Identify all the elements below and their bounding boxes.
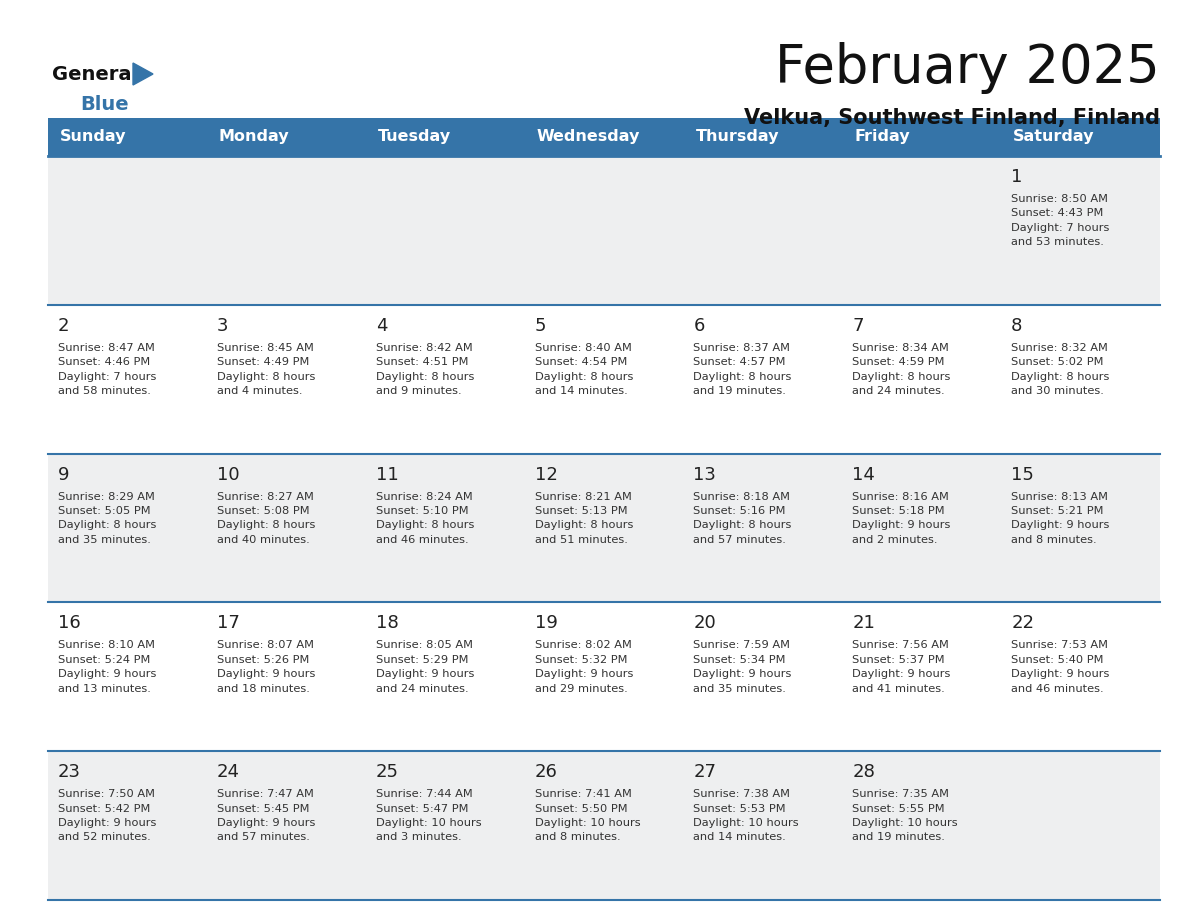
Text: 13: 13 [694, 465, 716, 484]
Text: 15: 15 [1011, 465, 1034, 484]
Bar [48, 118, 1159, 156]
Text: Sunrise: 8:37 AM
Sunset: 4:57 PM
Daylight: 8 hours
and 19 minutes.: Sunrise: 8:37 AM Sunset: 4:57 PM Dayligh… [694, 342, 792, 396]
Bar [48, 602, 1159, 751]
Text: Sunrise: 7:35 AM
Sunset: 5:55 PM
Daylight: 10 hours
and 19 minutes.: Sunrise: 7:35 AM Sunset: 5:55 PM Dayligh… [852, 789, 958, 843]
Text: Saturday: Saturday [1013, 129, 1094, 144]
Text: Sunrise: 8:18 AM
Sunset: 5:16 PM
Daylight: 8 hours
and 57 minutes.: Sunrise: 8:18 AM Sunset: 5:16 PM Dayligh… [694, 492, 792, 544]
Text: Friday: Friday [854, 129, 910, 144]
Text: Sunrise: 8:07 AM
Sunset: 5:26 PM
Daylight: 9 hours
and 18 minutes.: Sunrise: 8:07 AM Sunset: 5:26 PM Dayligh… [217, 641, 315, 694]
Text: Sunrise: 7:47 AM
Sunset: 5:45 PM
Daylight: 9 hours
and 57 minutes.: Sunrise: 7:47 AM Sunset: 5:45 PM Dayligh… [217, 789, 315, 843]
Text: Wednesday: Wednesday [537, 129, 640, 144]
Text: 19: 19 [535, 614, 557, 633]
Text: General: General [52, 65, 138, 84]
Text: Sunrise: 8:42 AM
Sunset: 4:51 PM
Daylight: 8 hours
and 9 minutes.: Sunrise: 8:42 AM Sunset: 4:51 PM Dayligh… [375, 342, 474, 396]
Text: 9: 9 [58, 465, 70, 484]
Text: 14: 14 [852, 465, 876, 484]
Text: 7: 7 [852, 317, 864, 335]
Text: Sunrise: 7:59 AM
Sunset: 5:34 PM
Daylight: 9 hours
and 35 minutes.: Sunrise: 7:59 AM Sunset: 5:34 PM Dayligh… [694, 641, 792, 694]
Text: 28: 28 [852, 763, 876, 781]
Text: Sunrise: 8:21 AM
Sunset: 5:13 PM
Daylight: 8 hours
and 51 minutes.: Sunrise: 8:21 AM Sunset: 5:13 PM Dayligh… [535, 492, 633, 544]
Text: Monday: Monday [219, 129, 290, 144]
Text: Sunrise: 8:27 AM
Sunset: 5:08 PM
Daylight: 8 hours
and 40 minutes.: Sunrise: 8:27 AM Sunset: 5:08 PM Dayligh… [217, 492, 315, 544]
Text: 22: 22 [1011, 614, 1034, 633]
Text: Sunrise: 7:41 AM
Sunset: 5:50 PM
Daylight: 10 hours
and 8 minutes.: Sunrise: 7:41 AM Sunset: 5:50 PM Dayligh… [535, 789, 640, 843]
Text: Sunrise: 8:32 AM
Sunset: 5:02 PM
Daylight: 8 hours
and 30 minutes.: Sunrise: 8:32 AM Sunset: 5:02 PM Dayligh… [1011, 342, 1110, 396]
Text: February 2025: February 2025 [776, 42, 1159, 94]
Text: 27: 27 [694, 763, 716, 781]
Text: 11: 11 [375, 465, 398, 484]
Text: 10: 10 [217, 465, 240, 484]
Text: 23: 23 [58, 763, 81, 781]
Text: 18: 18 [375, 614, 398, 633]
Text: Thursday: Thursday [695, 129, 779, 144]
Text: 25: 25 [375, 763, 399, 781]
Bar [48, 305, 1159, 453]
Text: Sunrise: 8:29 AM
Sunset: 5:05 PM
Daylight: 8 hours
and 35 minutes.: Sunrise: 8:29 AM Sunset: 5:05 PM Dayligh… [58, 492, 157, 544]
Text: 4: 4 [375, 317, 387, 335]
Text: 12: 12 [535, 465, 557, 484]
Text: Sunrise: 8:02 AM
Sunset: 5:32 PM
Daylight: 9 hours
and 29 minutes.: Sunrise: 8:02 AM Sunset: 5:32 PM Dayligh… [535, 641, 633, 694]
Text: Sunrise: 8:50 AM
Sunset: 4:43 PM
Daylight: 7 hours
and 53 minutes.: Sunrise: 8:50 AM Sunset: 4:43 PM Dayligh… [1011, 194, 1110, 247]
Text: 20: 20 [694, 614, 716, 633]
Text: Sunrise: 8:10 AM
Sunset: 5:24 PM
Daylight: 9 hours
and 13 minutes.: Sunrise: 8:10 AM Sunset: 5:24 PM Dayligh… [58, 641, 157, 694]
Text: Sunrise: 8:47 AM
Sunset: 4:46 PM
Daylight: 7 hours
and 58 minutes.: Sunrise: 8:47 AM Sunset: 4:46 PM Dayligh… [58, 342, 157, 396]
Text: Sunrise: 8:13 AM
Sunset: 5:21 PM
Daylight: 9 hours
and 8 minutes.: Sunrise: 8:13 AM Sunset: 5:21 PM Dayligh… [1011, 492, 1110, 544]
Text: Sunrise: 8:16 AM
Sunset: 5:18 PM
Daylight: 9 hours
and 2 minutes.: Sunrise: 8:16 AM Sunset: 5:18 PM Dayligh… [852, 492, 950, 544]
Text: 26: 26 [535, 763, 557, 781]
Text: 5: 5 [535, 317, 546, 335]
Polygon shape [133, 63, 153, 85]
Text: 6: 6 [694, 317, 704, 335]
Text: 21: 21 [852, 614, 876, 633]
Text: Sunrise: 7:56 AM
Sunset: 5:37 PM
Daylight: 9 hours
and 41 minutes.: Sunrise: 7:56 AM Sunset: 5:37 PM Dayligh… [852, 641, 950, 694]
Text: Sunrise: 7:38 AM
Sunset: 5:53 PM
Daylight: 10 hours
and 14 minutes.: Sunrise: 7:38 AM Sunset: 5:53 PM Dayligh… [694, 789, 800, 843]
Bar [48, 156, 1159, 305]
Text: Blue: Blue [80, 95, 128, 114]
Text: Sunrise: 8:34 AM
Sunset: 4:59 PM
Daylight: 8 hours
and 24 minutes.: Sunrise: 8:34 AM Sunset: 4:59 PM Dayligh… [852, 342, 950, 396]
Text: 24: 24 [217, 763, 240, 781]
Text: Sunrise: 8:45 AM
Sunset: 4:49 PM
Daylight: 8 hours
and 4 minutes.: Sunrise: 8:45 AM Sunset: 4:49 PM Dayligh… [217, 342, 315, 396]
Text: Sunday: Sunday [61, 129, 126, 144]
Text: 17: 17 [217, 614, 240, 633]
Text: Velkua, Southwest Finland, Finland: Velkua, Southwest Finland, Finland [744, 108, 1159, 128]
Text: Tuesday: Tuesday [378, 129, 450, 144]
Bar [48, 453, 1159, 602]
Text: 2: 2 [58, 317, 70, 335]
Text: Sunrise: 8:24 AM
Sunset: 5:10 PM
Daylight: 8 hours
and 46 minutes.: Sunrise: 8:24 AM Sunset: 5:10 PM Dayligh… [375, 492, 474, 544]
Text: Sunrise: 7:50 AM
Sunset: 5:42 PM
Daylight: 9 hours
and 52 minutes.: Sunrise: 7:50 AM Sunset: 5:42 PM Dayligh… [58, 789, 157, 843]
Text: Sunrise: 7:53 AM
Sunset: 5:40 PM
Daylight: 9 hours
and 46 minutes.: Sunrise: 7:53 AM Sunset: 5:40 PM Dayligh… [1011, 641, 1110, 694]
Text: Sunrise: 8:05 AM
Sunset: 5:29 PM
Daylight: 9 hours
and 24 minutes.: Sunrise: 8:05 AM Sunset: 5:29 PM Dayligh… [375, 641, 474, 694]
Text: Sunrise: 8:40 AM
Sunset: 4:54 PM
Daylight: 8 hours
and 14 minutes.: Sunrise: 8:40 AM Sunset: 4:54 PM Dayligh… [535, 342, 633, 396]
Text: 3: 3 [217, 317, 228, 335]
Text: 8: 8 [1011, 317, 1023, 335]
Text: 16: 16 [58, 614, 81, 633]
Text: 1: 1 [1011, 168, 1023, 186]
Text: Sunrise: 7:44 AM
Sunset: 5:47 PM
Daylight: 10 hours
and 3 minutes.: Sunrise: 7:44 AM Sunset: 5:47 PM Dayligh… [375, 789, 481, 843]
Bar [48, 751, 1159, 900]
